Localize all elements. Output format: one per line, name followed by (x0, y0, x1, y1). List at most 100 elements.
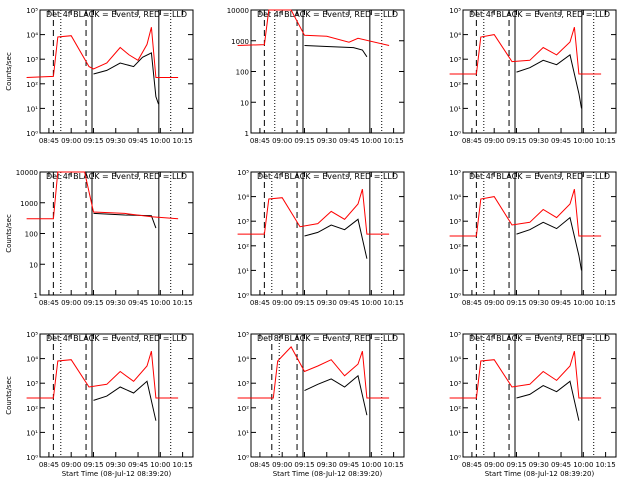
y-tick-label: 10000 (227, 7, 249, 15)
y-tick-label: 10⁰ (26, 454, 38, 462)
y-tick-label: 10⁴ (449, 32, 461, 40)
x-tick-label: 09:15 (83, 137, 103, 145)
x-tick-label: 08:45 (39, 299, 59, 307)
chart-panel-9: Det 4f BLACK = Events, RED = LLD 10⁰ 10¹ 10… (449, 331, 617, 478)
x-tick-label: 09:45 (551, 461, 571, 469)
x-tick-label: 09:30 (106, 299, 126, 307)
y-tick-label: 10² (237, 405, 249, 413)
x-tick-label: 09:45 (339, 461, 359, 469)
x-tick-label: 09:45 (128, 137, 148, 145)
x-tick-label: 09:00 (484, 299, 504, 307)
plot-frame (462, 171, 617, 296)
plot-frame (462, 333, 617, 458)
x-axis-label: Start Time (08-Jul-12 08:39:20) (273, 470, 383, 478)
x-tick-label: 08:45 (462, 461, 482, 469)
x-tick-label: 08:45 (250, 461, 270, 469)
chart-panel-1: Det 4f BLACK = Events, RED = LLD 10⁰ 10¹ 10… (5, 7, 194, 145)
x-tick-label: 09:30 (529, 299, 549, 307)
x-tick-label: 09:30 (317, 137, 337, 145)
chart-panel-8: Det 8f BLACK = Events, RED = LLD 10⁰ 10¹ 10… (237, 331, 405, 478)
x-tick-label: 09:00 (272, 299, 292, 307)
plot-frame (39, 171, 194, 296)
x-tick-label: 10:00 (573, 299, 593, 307)
y-tick-label: 10¹ (26, 105, 38, 113)
chart-title: Det 4f BLACK = Events, RED = LLD (469, 172, 610, 181)
y-axis-label: Counts/sec (5, 376, 13, 415)
plot-frame (250, 333, 405, 458)
y-tick-label: 1 (245, 130, 249, 138)
x-tick-label: 09:45 (339, 299, 359, 307)
y-tick-label: 10² (237, 243, 249, 251)
events-series-line (93, 380, 157, 421)
x-tick-label: 09:45 (551, 299, 571, 307)
x-tick-label: 09:15 (294, 137, 314, 145)
chart-panel-4: Det 4f BLACK = Events, RED = LLD 1 10 100 10… (5, 169, 194, 307)
y-tick-label: 10² (26, 81, 38, 89)
y-tick-label: 10⁵ (26, 7, 38, 15)
x-tick-label: 08:45 (462, 137, 482, 145)
y-tick-label: 10¹ (449, 105, 461, 113)
y-tick-label: 1000 (231, 38, 249, 46)
y-tick-label: 10³ (237, 218, 249, 226)
chart-title: Det 4f BLACK = Events, RED = LLD (46, 172, 187, 181)
y-tick-label: 10¹ (26, 429, 38, 437)
chart-title: Det 4f BLACK = Events, RED = LLD (469, 334, 610, 343)
y-tick-label: 10 (29, 261, 38, 269)
x-tick-label: 09:00 (484, 461, 504, 469)
chart-panel-6: Det 4f BLACK = Events, RED = LLD 10⁰ 10¹ 10… (449, 169, 617, 307)
y-tick-label: 10⁰ (449, 454, 461, 462)
events-series-line (93, 212, 157, 229)
x-tick-label: 10:15 (384, 299, 404, 307)
chart-panel-2: Det 4f BLACK = Events, RED = LLD 1 10 100 10… (227, 7, 405, 145)
y-tick-label: 10⁴ (237, 194, 249, 202)
y-tick-label: 100 (236, 69, 249, 77)
events-series-line (516, 380, 580, 421)
lld-series-line (26, 171, 179, 220)
x-tick-label: 10:00 (361, 461, 381, 469)
events-series-line (304, 45, 368, 58)
x-tick-label: 10:00 (150, 461, 170, 469)
x-tick-label: 08:45 (39, 461, 59, 469)
y-tick-label: 10³ (449, 380, 461, 388)
y-tick-label: 10¹ (449, 429, 461, 437)
y-tick-label: 10² (26, 405, 38, 413)
x-tick-label: 09:15 (294, 299, 314, 307)
y-tick-label: 10³ (26, 380, 38, 388)
x-tick-label: 09:30 (106, 461, 126, 469)
x-tick-label: 10:00 (573, 461, 593, 469)
y-tick-label: 10⁴ (237, 356, 249, 364)
x-tick-label: 09:00 (61, 299, 81, 307)
x-tick-label: 10:15 (173, 299, 193, 307)
y-tick-label: 100 (25, 231, 38, 239)
x-tick-label: 09:15 (506, 299, 526, 307)
x-tick-label: 09:45 (128, 461, 148, 469)
x-tick-label: 08:45 (250, 299, 270, 307)
x-tick-label: 08:45 (250, 137, 270, 145)
chart-title: Det 4f BLACK = Events, RED = LLD (469, 10, 610, 19)
y-tick-label: 10³ (26, 56, 38, 64)
lld-series-line (237, 346, 390, 399)
y-tick-label: 10¹ (237, 429, 249, 437)
x-tick-label: 10:00 (361, 299, 381, 307)
y-tick-label: 10⁰ (237, 454, 249, 462)
y-tick-label: 10³ (237, 380, 249, 388)
y-tick-label: 10⁵ (26, 331, 38, 339)
x-tick-label: 09:30 (317, 461, 337, 469)
x-tick-label: 10:15 (596, 461, 616, 469)
y-tick-label: 1000 (20, 200, 38, 208)
x-tick-label: 09:00 (484, 137, 504, 145)
y-axis-label: Counts/sec (5, 214, 13, 253)
y-tick-label: 10000 (16, 169, 38, 177)
x-tick-label: 08:45 (462, 299, 482, 307)
y-tick-label: 10⁰ (237, 292, 249, 300)
y-tick-label: 10 (240, 99, 249, 107)
x-tick-label: 09:45 (551, 137, 571, 145)
events-series-line (93, 52, 159, 105)
x-tick-label: 09:45 (339, 137, 359, 145)
plot-frame (39, 333, 194, 458)
y-tick-label: 10⁴ (449, 194, 461, 202)
x-axis-label: Start Time (08-Jul-12 08:39:20) (485, 470, 595, 478)
x-tick-label: 09:00 (61, 137, 81, 145)
events-series-line (304, 218, 368, 259)
x-tick-label: 10:00 (150, 299, 170, 307)
